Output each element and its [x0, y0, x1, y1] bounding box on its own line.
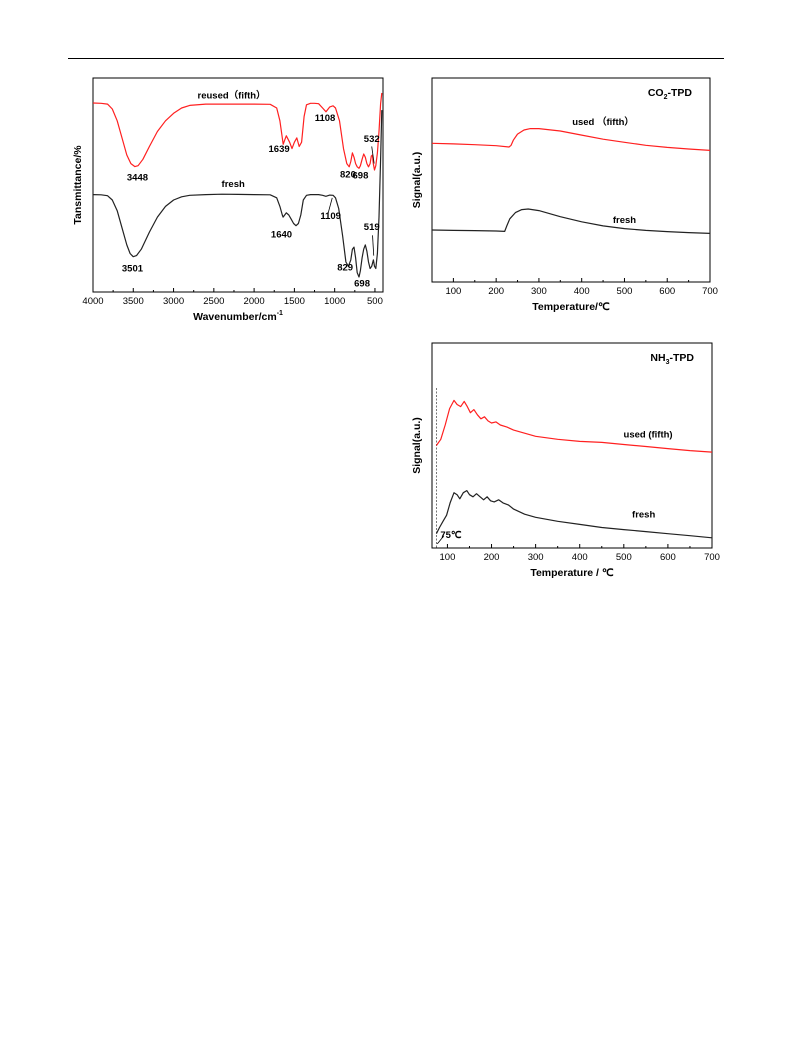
co2-y-axis-label: Signal(a.u.): [411, 152, 423, 209]
co2-x-tick-label: 200: [488, 286, 504, 297]
ftir-x-tick-label: 2500: [203, 296, 224, 307]
ftir-519-pointer: [372, 235, 375, 256]
ftir-annotation-label: 3448: [127, 173, 148, 184]
co2-x-tick-label: 100: [445, 286, 461, 297]
co2-annotation-label: used （fifth）: [572, 116, 634, 128]
ftir-plot-frame: [92, 77, 384, 293]
ftir-y-axis-label: Tansmittance/%: [72, 145, 84, 225]
nh3-x-axis-label: Temperature / ℃: [530, 567, 614, 579]
nh3-annotation-label: fresh: [632, 509, 655, 520]
nh3-plot-frame: [431, 342, 713, 549]
ftir-annotation-label: reused（fifth）: [198, 89, 266, 101]
co2-series-line-used: [431, 128, 711, 151]
nh3-series-line-used: [435, 399, 713, 453]
nh3-tpd-chart: 100 200 300 400 500 600 700 Temperature / ℃ Sign…: [411, 342, 720, 579]
ftir-x-tick-label: 2000: [244, 296, 265, 307]
ftir-532-pointer: [371, 146, 375, 164]
co2-x-tick-label: 600: [659, 286, 675, 297]
nh3-x-tick-label: 700: [704, 552, 720, 563]
nh3-series-line-fresh: [435, 490, 713, 539]
ftir-x-tick-label: 500: [367, 296, 383, 307]
ftir-annotation-label: 829: [337, 263, 353, 274]
ftir-x-axis-label: Wavenumber/cm-1: [193, 310, 283, 323]
ftir-x-tick-label: 1000: [324, 296, 345, 307]
ftir-annotation-label: 1639: [269, 144, 290, 155]
ftir-annotation-label: 1109: [320, 211, 341, 222]
co2-x-tick-label: 700: [702, 286, 718, 297]
ftir-annotation-label: 3501: [122, 264, 144, 275]
ftir-series-line-used: [92, 92, 383, 171]
ftir-chart: 4000 3500 3000 2500 2000 1500 1000 500 Wavenumbe…: [72, 77, 384, 323]
ftir-annotation-label: 698: [354, 279, 370, 290]
co2-chart-title: CO2-TPD: [648, 87, 693, 101]
nh3-annotation-label: used (fifth): [624, 429, 673, 440]
nh3-x-tick-label: 400: [572, 552, 588, 563]
co2-tpd-chart: 100 200 300 400 500 600 700 Temperature/℃ Signal…: [411, 77, 718, 313]
ftir-annotation-label: 1108: [315, 113, 336, 124]
nh3-y-axis-label: Signal(a.u.): [411, 417, 423, 474]
ftir-x-axis-label-sup: -1: [277, 310, 283, 317]
ftir-series-line-fresh: [92, 110, 383, 278]
ftir-1109-pointer: [327, 197, 333, 213]
ftir-x-tick-label: 4000: [82, 296, 103, 307]
nh3-x-tick-label: 500: [616, 552, 632, 563]
ftir-x-tick-label: 3000: [163, 296, 184, 307]
ftir-annotation-label: 698: [353, 171, 369, 182]
nh3-annotation-label: 75℃: [440, 530, 462, 541]
ftir-annotation-label: fresh: [222, 179, 245, 190]
co2-x-tick-label: 300: [531, 286, 547, 297]
nh3-chart-title: NH3-TPD: [650, 352, 694, 366]
ftir-x-tick-label: 1500: [284, 296, 305, 307]
nh3-75c-pointer: [436, 535, 445, 545]
ftir-annotation-label: 1640: [271, 229, 292, 240]
ftir-annotation-label: 820: [340, 170, 356, 181]
nh3-x-tick-label: 300: [528, 552, 544, 563]
nh3-x-tick-label: 100: [440, 552, 456, 563]
ftir-annotation-label: 519: [364, 222, 380, 233]
page-top-rule: [68, 58, 724, 59]
nh3-x-tick-label: 200: [484, 552, 500, 563]
co2-x-tick-label: 400: [574, 286, 590, 297]
nh3-x-tick-label: 600: [660, 552, 676, 563]
ftir-x-tick-label: 3500: [123, 296, 144, 307]
co2-annotation-label: fresh: [613, 215, 636, 226]
co2-series-line-fresh: [431, 208, 711, 234]
co2-plot-frame: [431, 77, 711, 283]
co2-x-tick-label: 500: [617, 286, 633, 297]
ftir-annotation-label: 532: [364, 134, 380, 145]
co2-x-axis-label: Temperature/℃: [532, 301, 610, 313]
